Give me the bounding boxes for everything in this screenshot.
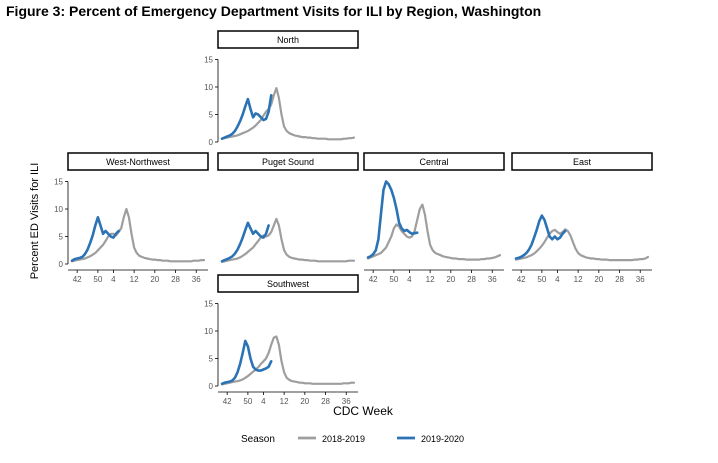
x-tick-label: 50 — [537, 275, 546, 284]
panel-title: Southwest — [267, 279, 310, 289]
panel-title: North — [277, 35, 299, 45]
x-tick-label: 36 — [488, 275, 497, 284]
x-tick-label: 42 — [73, 275, 82, 284]
series-line-2018-2019 — [366, 203, 502, 261]
series-line-2018-2019 — [220, 86, 356, 141]
x-tick-label: 36 — [192, 275, 201, 284]
panel-strip — [217, 30, 359, 49]
y-axis: 0 5 10 15 — [204, 56, 219, 147]
series-line-2018-2019 — [70, 207, 206, 263]
x-tick-label: 12 — [426, 275, 435, 284]
x-tick-label: 4 — [111, 275, 116, 284]
panel-title: Puget Sound — [262, 157, 314, 167]
y-tick-label: 5 — [59, 233, 64, 242]
x-tick-label: 42 — [223, 397, 232, 406]
x-tick-label: 36 — [342, 397, 351, 406]
x-tick-label: 42 — [517, 275, 526, 284]
panel-strip — [217, 274, 359, 293]
x-axis: 42 50 4 12 20 28 36 — [364, 269, 504, 284]
x-axis: 42 50 4 12 20 28 36 — [68, 269, 208, 284]
x-tick-label: 28 — [321, 397, 330, 406]
legend-item-2019-2020: 2019-2020 — [397, 434, 464, 444]
panel-strip — [217, 152, 359, 171]
y-axis: 0 5 10 15 — [54, 178, 69, 269]
x-tick-label: 20 — [446, 275, 455, 284]
y-tick-label: 5 — [209, 355, 214, 364]
y-tick-label: 15 — [204, 56, 213, 65]
y-tick-label: 10 — [204, 327, 213, 336]
series-line-2019-2020 — [220, 221, 270, 263]
panel-strip — [511, 152, 653, 171]
x-tick-label: 42 — [369, 275, 378, 284]
series-line-2018-2019 — [220, 217, 356, 263]
legend-item-2018-2019: 2018-2019 — [298, 434, 365, 444]
figure-title: Figure 3: Percent of Emergency Departmen… — [6, 3, 542, 19]
panel-west-northwest: West-Northwest 0 5 10 15 42 50 4 12 20 28 36 — [54, 152, 209, 284]
panel-title: West-Northwest — [106, 157, 170, 167]
x-tick-label: 20 — [150, 275, 159, 284]
series-line-2019-2020 — [70, 216, 120, 263]
x-tick-label: 36 — [636, 275, 645, 284]
x-tick-label: 12 — [280, 397, 289, 406]
panel-central: Central 42 50 4 12 20 28 36 — [363, 152, 505, 284]
y-tick-label: 5 — [209, 111, 214, 120]
y-tick-label: 0 — [209, 382, 214, 391]
panel-east: East 42 50 4 12 20 28 36 — [511, 152, 653, 284]
y-tick-label: 0 — [59, 260, 64, 269]
y-tick-label: 15 — [204, 300, 213, 309]
legend: Season 2018-2019 2019-2020 — [241, 434, 464, 445]
x-tick-label: 4 — [407, 275, 412, 284]
x-axis-label: CDC Week — [333, 404, 394, 418]
series-line-2019-2020 — [366, 180, 419, 259]
legend-label: 2019-2020 — [421, 434, 464, 444]
x-tick-label: 4 — [555, 275, 560, 284]
x-tick-label: 20 — [594, 275, 603, 284]
series-line-2019-2020 — [220, 94, 273, 140]
x-axis: 42 50 4 12 20 28 36 — [218, 391, 358, 406]
series-line-2018-2019 — [514, 228, 650, 262]
x-tick-label: 20 — [300, 397, 309, 406]
legend-label: 2018-2019 — [322, 434, 365, 444]
y-tick-label: 10 — [54, 205, 63, 214]
x-axis: 42 50 4 12 20 28 36 — [512, 269, 652, 284]
y-axis: 0 5 10 15 — [204, 300, 219, 391]
y-tick-label: 0 — [209, 138, 214, 147]
y-tick-label: 15 — [54, 178, 63, 187]
x-tick-label: 12 — [130, 275, 139, 284]
panel-strip — [363, 152, 505, 171]
series-line-2018-2019 — [220, 335, 356, 386]
legend-title: Season — [241, 434, 275, 445]
x-tick-label: 28 — [467, 275, 476, 284]
x-tick-label: 12 — [574, 275, 583, 284]
panel-strip — [67, 152, 209, 171]
panel-title: Central — [419, 157, 448, 167]
x-tick-label: 28 — [171, 275, 180, 284]
series-line-2019-2020 — [220, 339, 273, 386]
y-axis-label: Percent ED Visits for ILI — [29, 163, 41, 280]
panel-southwest: Southwest 0 5 10 15 42 50 4 12 20 28 36 — [204, 274, 359, 406]
panel-title: East — [573, 157, 592, 167]
x-tick-label: 50 — [389, 275, 398, 284]
x-tick-label: 50 — [93, 275, 102, 284]
x-tick-label: 50 — [243, 397, 252, 406]
x-tick-label: 4 — [261, 397, 266, 406]
panel-puget-sound: Puget Sound — [217, 152, 359, 263]
y-tick-label: 10 — [204, 83, 213, 92]
series-line-2019-2020 — [514, 214, 567, 260]
panel-north: North 0 5 10 15 — [204, 30, 359, 147]
x-tick-label: 28 — [615, 275, 624, 284]
